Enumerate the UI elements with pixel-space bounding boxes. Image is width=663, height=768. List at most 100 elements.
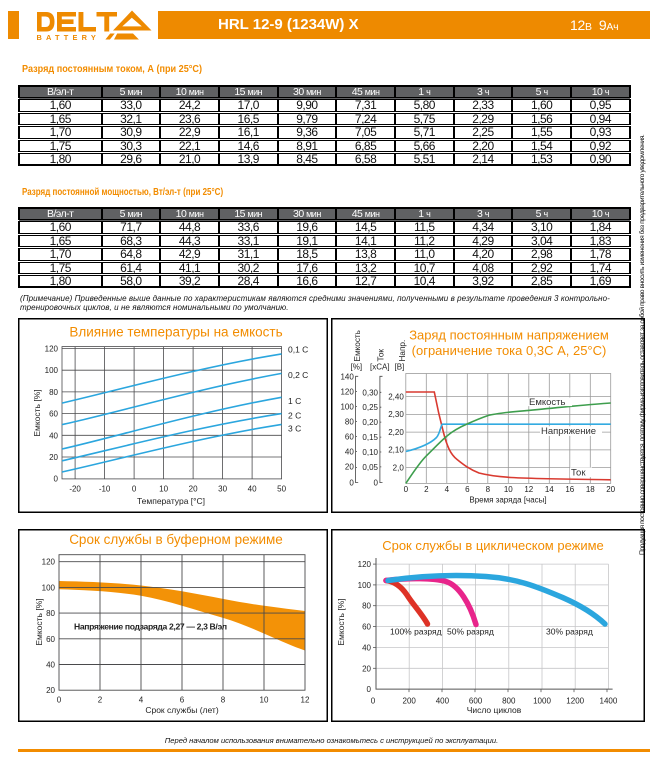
- svg-text:12: 12: [524, 485, 533, 494]
- svg-text:2: 2: [424, 485, 429, 494]
- svg-text:120: 120: [42, 558, 56, 567]
- svg-text:0,25: 0,25: [362, 403, 378, 412]
- svg-text:[В]: [В]: [395, 363, 405, 372]
- svg-text:(ограничение тока 0,3С А, 25°С: (ограничение тока 0,3С А, 25°С): [412, 343, 607, 358]
- svg-text:80: 80: [345, 418, 354, 427]
- svg-text:2,30: 2,30: [388, 410, 404, 419]
- svg-text:6: 6: [180, 696, 185, 705]
- svg-text:120: 120: [340, 387, 354, 396]
- svg-text:0,2 C: 0,2 C: [288, 370, 308, 380]
- svg-text:40: 40: [362, 643, 371, 652]
- svg-text:100: 100: [42, 583, 56, 592]
- svg-text:20: 20: [189, 485, 198, 494]
- svg-text:120: 120: [358, 560, 372, 569]
- svg-text:50: 50: [277, 485, 286, 494]
- svg-text:BATTERY: BATTERY: [37, 33, 100, 42]
- svg-text:0,10: 0,10: [362, 448, 378, 457]
- svg-text:80: 80: [46, 609, 55, 618]
- svg-text:Напряжение: Напряжение: [541, 426, 596, 437]
- svg-text:[xCA]: [xCA]: [370, 363, 390, 372]
- svg-text:Срок службы в циклическом режи: Срок службы в циклическом режиме: [382, 538, 604, 553]
- svg-text:Срок службы в буферном режиме: Срок службы в буферном режиме: [69, 532, 283, 547]
- svg-text:10: 10: [159, 485, 168, 494]
- svg-text:4: 4: [139, 696, 144, 705]
- svg-text:200: 200: [403, 697, 417, 706]
- svg-text:Ток: Ток: [571, 467, 586, 478]
- svg-text:-10: -10: [99, 485, 111, 494]
- svg-text:12: 12: [301, 696, 310, 705]
- svg-text:0: 0: [54, 475, 59, 484]
- svg-text:1000: 1000: [533, 697, 551, 706]
- svg-text:80: 80: [362, 602, 371, 611]
- svg-text:800: 800: [502, 697, 516, 706]
- svg-text:10: 10: [260, 696, 269, 705]
- svg-text:400: 400: [436, 697, 450, 706]
- svg-text:1400: 1400: [600, 697, 618, 706]
- svg-text:Емкость [%]: Емкость [%]: [336, 598, 346, 645]
- svg-text:20: 20: [606, 485, 615, 494]
- svg-text:0: 0: [132, 485, 137, 494]
- svg-text:16: 16: [565, 485, 574, 494]
- svg-text:30: 30: [218, 485, 227, 494]
- svg-text:Напряжение подзаряда 2,27 — 2,: Напряжение подзаряда 2,27 — 2,3 В/эл: [74, 622, 227, 632]
- svg-text:Емкость: Емкость: [529, 397, 566, 408]
- svg-text:Число циклов: Число циклов: [467, 705, 522, 715]
- svg-text:50% разряд: 50% разряд: [447, 627, 494, 637]
- svg-text:4: 4: [445, 485, 450, 494]
- svg-text:100: 100: [358, 581, 372, 590]
- svg-text:100% разряд: 100% разряд: [390, 627, 442, 637]
- svg-text:60: 60: [362, 623, 371, 632]
- svg-text:1200: 1200: [566, 697, 584, 706]
- svg-text:30% разряд: 30% разряд: [546, 627, 593, 637]
- svg-text:0,30: 0,30: [362, 388, 378, 397]
- svg-text:10: 10: [504, 485, 513, 494]
- svg-text:Температура [°C]: Температура [°C]: [137, 496, 205, 506]
- svg-text:Срок службы (лет): Срок службы (лет): [145, 705, 218, 715]
- svg-text:0,05: 0,05: [362, 463, 378, 472]
- svg-text:[%]: [%]: [351, 363, 363, 372]
- svg-text:80: 80: [49, 388, 58, 397]
- svg-text:60: 60: [49, 410, 58, 419]
- svg-text:Емкость [%]: Емкость [%]: [34, 598, 44, 645]
- svg-text:0: 0: [349, 479, 354, 488]
- svg-text:1 C: 1 C: [288, 396, 301, 406]
- svg-text:0: 0: [57, 696, 62, 705]
- svg-text:2,40: 2,40: [388, 392, 404, 401]
- svg-text:-20: -20: [69, 485, 81, 494]
- svg-text:60: 60: [46, 635, 55, 644]
- svg-text:0,1 C: 0,1 C: [288, 345, 308, 355]
- svg-text:40: 40: [345, 448, 354, 457]
- svg-text:0,20: 0,20: [362, 418, 378, 427]
- svg-text:6: 6: [465, 485, 470, 494]
- svg-text:Заряд постоянным напряжением: Заряд постоянным напряжением: [409, 328, 609, 343]
- svg-text:20: 20: [49, 453, 58, 462]
- svg-text:100: 100: [45, 366, 59, 375]
- svg-text:8: 8: [486, 485, 491, 494]
- svg-text:14: 14: [545, 485, 554, 494]
- svg-text:Напр.: Напр.: [398, 340, 407, 362]
- svg-text:0: 0: [367, 685, 372, 694]
- svg-text:100: 100: [340, 402, 354, 411]
- svg-text:2,10: 2,10: [388, 446, 404, 455]
- svg-text:0: 0: [371, 697, 376, 706]
- svg-text:2 C: 2 C: [288, 411, 301, 421]
- svg-text:2: 2: [98, 696, 103, 705]
- svg-text:20: 20: [46, 686, 55, 695]
- svg-text:Емкость [%]: Емкость [%]: [32, 389, 42, 436]
- svg-text:0: 0: [404, 485, 409, 494]
- svg-text:140: 140: [340, 372, 354, 381]
- svg-text:120: 120: [45, 345, 59, 354]
- svg-text:2,0: 2,0: [393, 463, 405, 472]
- svg-text:40: 40: [49, 431, 58, 440]
- svg-text:40: 40: [248, 485, 257, 494]
- svg-text:0: 0: [374, 479, 379, 488]
- svg-text:3 C: 3 C: [288, 424, 301, 434]
- svg-text:600: 600: [469, 697, 483, 706]
- svg-text:Емкость: Емкость: [353, 330, 362, 361]
- svg-text:Ток: Ток: [377, 349, 386, 362]
- svg-text:8: 8: [221, 696, 226, 705]
- svg-text:60: 60: [345, 433, 354, 442]
- svg-text:Влияние температуры на емкость: Влияние температуры на емкость: [69, 325, 282, 340]
- svg-text:20: 20: [362, 664, 371, 673]
- svg-text:0,15: 0,15: [362, 433, 378, 442]
